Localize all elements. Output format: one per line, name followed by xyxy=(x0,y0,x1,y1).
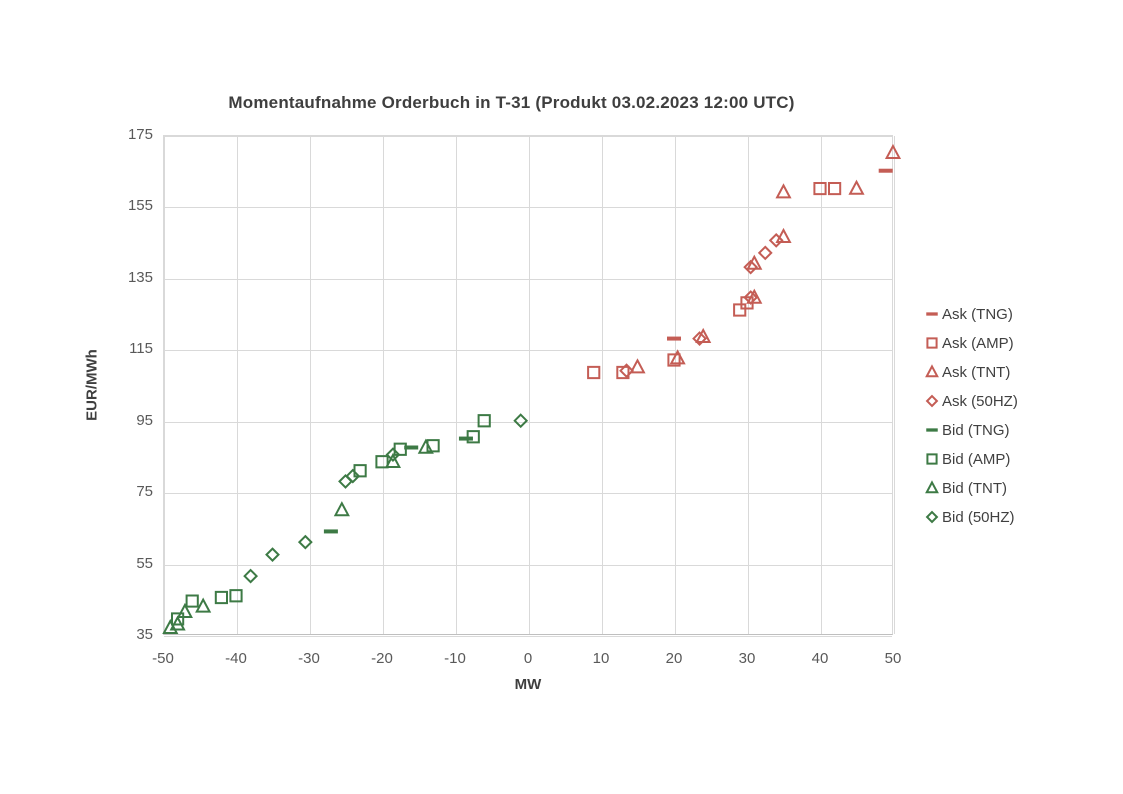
legend-label: Ask (TNG) xyxy=(942,305,1013,323)
gridline-vertical xyxy=(748,136,749,634)
gridline-horizontal xyxy=(164,636,892,637)
x-tick-label: 0 xyxy=(523,650,533,667)
y-axis-title: EUR/MWh xyxy=(83,349,101,421)
gridline-horizontal xyxy=(164,136,892,137)
x-tick-label: -50 xyxy=(152,650,174,667)
gridline-horizontal xyxy=(164,350,892,352)
gridline-vertical xyxy=(383,136,384,634)
legend-label: Bid (TNT) xyxy=(942,479,1007,497)
y-tick-label: 115 xyxy=(129,340,153,358)
legend-dash-icon xyxy=(926,312,938,316)
legend-item: Bid (TNT) xyxy=(924,477,1018,499)
x-tick-label: 10 xyxy=(592,650,610,667)
x-tick-label: -40 xyxy=(225,650,247,667)
legend-dash-icon xyxy=(926,428,938,432)
chart-legend: Ask (TNG) Ask (AMP) Ask (TNT) Ask (50HZ) Bid… xyxy=(924,303,1018,528)
gridline-vertical xyxy=(821,136,822,634)
legend-label: Bid (AMP) xyxy=(942,450,1011,468)
y-tick-label: 55 xyxy=(136,554,153,572)
y-tick-label: 155 xyxy=(127,197,153,215)
legend-square-icon xyxy=(926,453,938,465)
gridline-vertical xyxy=(602,136,603,634)
chart-title: Momentaufnahme Orderbuch in T-31 (Produk… xyxy=(228,93,795,112)
gridline-vertical xyxy=(529,136,530,634)
gridline-vertical xyxy=(164,136,165,634)
legend-label: Ask (50HZ) xyxy=(942,392,1018,410)
legend-label: Ask (TNT) xyxy=(942,363,1011,381)
gridline-horizontal xyxy=(164,207,892,209)
legend-label: Bid (50HZ) xyxy=(942,508,1015,526)
legend-item: Ask (TNG) xyxy=(924,303,1018,325)
gridline-horizontal xyxy=(164,493,892,495)
legend-item: Ask (50HZ) xyxy=(924,390,1018,412)
y-tick-label: 35 xyxy=(136,626,153,643)
gridline-horizontal xyxy=(164,421,892,423)
x-tick-label: -20 xyxy=(371,650,393,667)
y-tick-label: 95 xyxy=(136,411,153,429)
x-tick-label: 20 xyxy=(665,650,683,667)
legend-item: Ask (AMP) xyxy=(924,332,1018,354)
x-tick-label: -10 xyxy=(444,650,466,667)
legend-item: Ask (TNT) xyxy=(924,361,1018,383)
gridline-horizontal xyxy=(164,564,892,566)
x-tick-label: 30 xyxy=(738,650,756,667)
legend-square-icon xyxy=(926,337,938,349)
legend-triangle-icon xyxy=(925,480,939,494)
x-tick-label: 40 xyxy=(811,650,829,667)
gridline-vertical xyxy=(237,136,238,634)
legend-diamond-icon xyxy=(925,394,939,408)
legend-item: Bid (50HZ) xyxy=(924,506,1018,528)
gridline-vertical xyxy=(894,136,895,634)
legend-triangle-icon xyxy=(925,364,939,378)
gridline-vertical xyxy=(310,136,311,634)
legend-item: Bid (AMP) xyxy=(924,448,1018,470)
x-tick-label: -30 xyxy=(298,650,320,667)
y-tick-label: 175 xyxy=(127,126,153,143)
legend-label: Ask (AMP) xyxy=(942,334,1014,352)
gridline-horizontal xyxy=(164,278,892,280)
legend-label: Bid (TNG) xyxy=(942,421,1010,439)
gridline-vertical xyxy=(675,136,676,634)
plot-area xyxy=(163,135,895,637)
x-tick-label: 50 xyxy=(884,650,902,667)
y-tick-label: 75 xyxy=(136,483,153,501)
legend-item: Bid (TNG) xyxy=(924,419,1018,441)
legend-diamond-icon xyxy=(925,510,939,524)
y-tick-label: 135 xyxy=(127,268,153,286)
gridline-vertical xyxy=(456,136,457,634)
x-axis-title: MW xyxy=(514,676,542,693)
